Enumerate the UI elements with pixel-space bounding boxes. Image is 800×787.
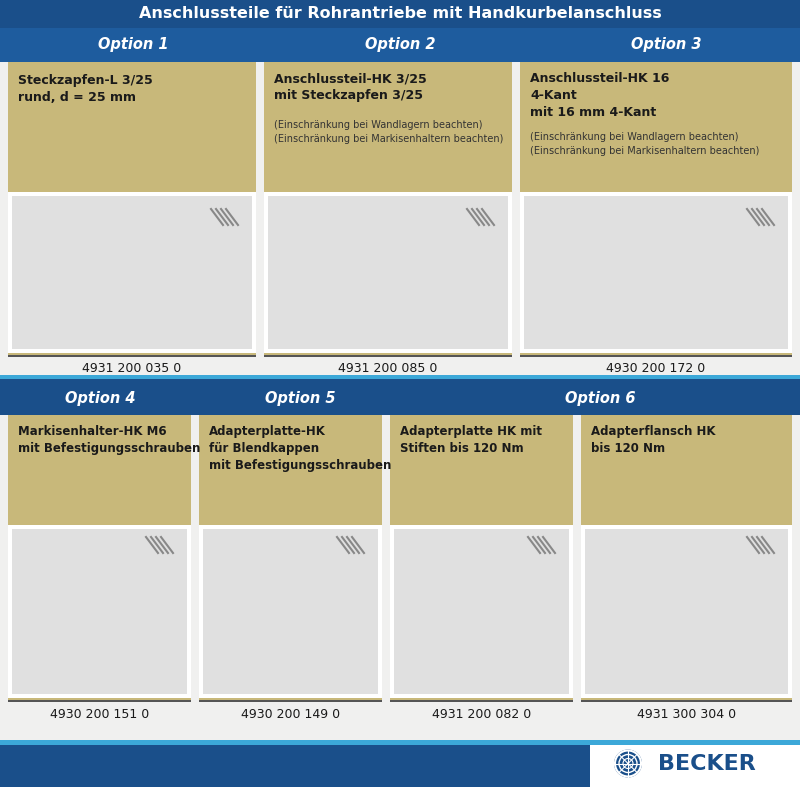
Bar bbox=[8, 700, 191, 701]
Text: Adapterplatte-HK
für Blendkappen
mit Befestigungsschrauben: Adapterplatte-HK für Blendkappen mit Bef… bbox=[209, 425, 391, 472]
Bar bbox=[520, 62, 792, 355]
Text: BECKER: BECKER bbox=[658, 753, 756, 774]
Text: Option 2: Option 2 bbox=[366, 38, 436, 53]
Text: Option 6: Option 6 bbox=[565, 391, 635, 407]
Bar bbox=[390, 700, 573, 701]
Bar bbox=[0, 0, 800, 28]
Text: (Einschränkung bei Markisenhaltern beachten): (Einschränkung bei Markisenhaltern beach… bbox=[274, 134, 503, 144]
Bar bbox=[8, 62, 256, 355]
Text: (Einschränkung bei Markisenhaltern beachten): (Einschränkung bei Markisenhaltern beach… bbox=[530, 146, 759, 156]
Bar bbox=[581, 415, 792, 700]
Bar bbox=[520, 192, 792, 353]
Text: Option 5: Option 5 bbox=[265, 391, 335, 407]
Bar bbox=[264, 355, 512, 357]
Bar bbox=[390, 525, 573, 698]
Text: Steckzapfen-L 3/25
rund, d = 25 mm: Steckzapfen-L 3/25 rund, d = 25 mm bbox=[18, 74, 153, 104]
Text: Adapterflansch HK
bis 120 Nm: Adapterflansch HK bis 120 Nm bbox=[591, 425, 715, 455]
Bar bbox=[264, 62, 512, 355]
Bar bbox=[8, 415, 191, 700]
Bar bbox=[590, 740, 800, 787]
Bar bbox=[590, 740, 800, 745]
Text: 4930 200 149 0: 4930 200 149 0 bbox=[241, 708, 340, 721]
Bar bbox=[390, 415, 573, 700]
Bar bbox=[394, 529, 569, 694]
Bar bbox=[0, 740, 590, 745]
Text: 4931 200 082 0: 4931 200 082 0 bbox=[432, 708, 531, 721]
Text: 4930 200 151 0: 4930 200 151 0 bbox=[50, 708, 149, 721]
Bar bbox=[8, 525, 191, 698]
Text: (Einschränkung bei Wandlagern beachten): (Einschränkung bei Wandlagern beachten) bbox=[274, 120, 482, 130]
Bar bbox=[581, 525, 792, 698]
Bar bbox=[0, 375, 800, 379]
Text: (Einschränkung bei Wandlagern beachten): (Einschränkung bei Wandlagern beachten) bbox=[530, 132, 738, 142]
Text: 4930 200 172 0: 4930 200 172 0 bbox=[606, 363, 706, 375]
Bar bbox=[203, 529, 378, 694]
Bar bbox=[264, 192, 512, 353]
Text: Anschlussteil-HK 3/25
mit Steckzapfen 3/25: Anschlussteil-HK 3/25 mit Steckzapfen 3/… bbox=[274, 72, 426, 102]
Text: Option 3: Option 3 bbox=[631, 38, 702, 53]
Bar bbox=[524, 196, 788, 349]
Bar bbox=[268, 196, 508, 349]
Bar bbox=[520, 355, 792, 357]
Bar bbox=[0, 740, 590, 787]
Bar bbox=[8, 192, 256, 353]
Text: Adapterplatte HK mit
Stiften bis 120 Nm: Adapterplatte HK mit Stiften bis 120 Nm bbox=[400, 425, 542, 455]
Text: 4931 200 085 0: 4931 200 085 0 bbox=[338, 363, 438, 375]
Bar bbox=[12, 529, 187, 694]
Bar bbox=[199, 415, 382, 700]
Text: Markisenhalter-HK M6
mit Befestigungsschrauben: Markisenhalter-HK M6 mit Befestigungssch… bbox=[18, 425, 200, 455]
Circle shape bbox=[614, 749, 642, 778]
Text: Anschlussteil-HK 16
4-Kant
mit 16 mm 4-Kant: Anschlussteil-HK 16 4-Kant mit 16 mm 4-K… bbox=[530, 72, 670, 119]
Bar bbox=[0, 375, 800, 415]
Bar bbox=[8, 355, 256, 357]
Text: Anschlussteile für Rohrantriebe mit Handkurbelanschluss: Anschlussteile für Rohrantriebe mit Hand… bbox=[138, 6, 662, 21]
Text: 4931 200 035 0: 4931 200 035 0 bbox=[82, 363, 182, 375]
Bar bbox=[0, 28, 800, 62]
Bar bbox=[581, 700, 792, 701]
Bar bbox=[199, 700, 382, 701]
Bar bbox=[12, 196, 252, 349]
Text: Option 1: Option 1 bbox=[98, 38, 169, 53]
Text: Option 4: Option 4 bbox=[65, 391, 135, 407]
Bar bbox=[199, 525, 382, 698]
Text: 4931 300 304 0: 4931 300 304 0 bbox=[637, 708, 736, 721]
Bar bbox=[585, 529, 788, 694]
